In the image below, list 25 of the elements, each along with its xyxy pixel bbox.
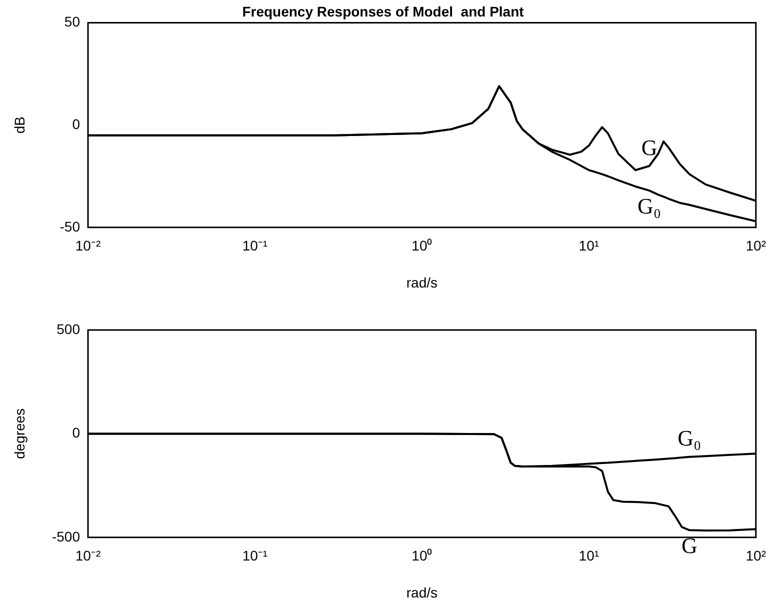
y-tick-label: -500	[52, 528, 80, 544]
x-tick-label: 10⁰	[412, 238, 432, 254]
x-tick-label: 10¹	[578, 548, 600, 564]
x-tick-label: 10⁻²	[75, 238, 101, 254]
y-axis-title: dB	[11, 116, 28, 134]
series-label: G₀	[638, 193, 662, 218]
x-tick-label: 10⁰	[412, 548, 432, 564]
x-tick-label: 10¹	[578, 238, 600, 254]
x-tick-label: 10⁻²	[75, 548, 101, 564]
y-tick-label: 0	[72, 424, 80, 441]
y-tick-label: 0	[72, 116, 80, 132]
chart-title: Frequency Responses of Model and Plant	[242, 3, 524, 20]
series-label: G	[681, 532, 698, 558]
series-label: G	[641, 134, 658, 160]
x-tick-label: 10⁻¹	[242, 238, 268, 254]
x-tick-label: 10²	[746, 548, 766, 564]
x-axis-title: rad/s	[406, 274, 438, 290]
series-label: G₀	[678, 426, 702, 451]
x-tick-label: 10²	[746, 238, 766, 254]
y-tick-label: -50	[60, 218, 80, 234]
y-axis-title: degrees	[11, 408, 28, 459]
x-axis-title: rad/s	[406, 584, 438, 600]
y-tick-label: 50	[64, 14, 80, 30]
y-tick-label: 500	[56, 320, 80, 337]
x-tick-label: 10⁻¹	[242, 548, 268, 564]
